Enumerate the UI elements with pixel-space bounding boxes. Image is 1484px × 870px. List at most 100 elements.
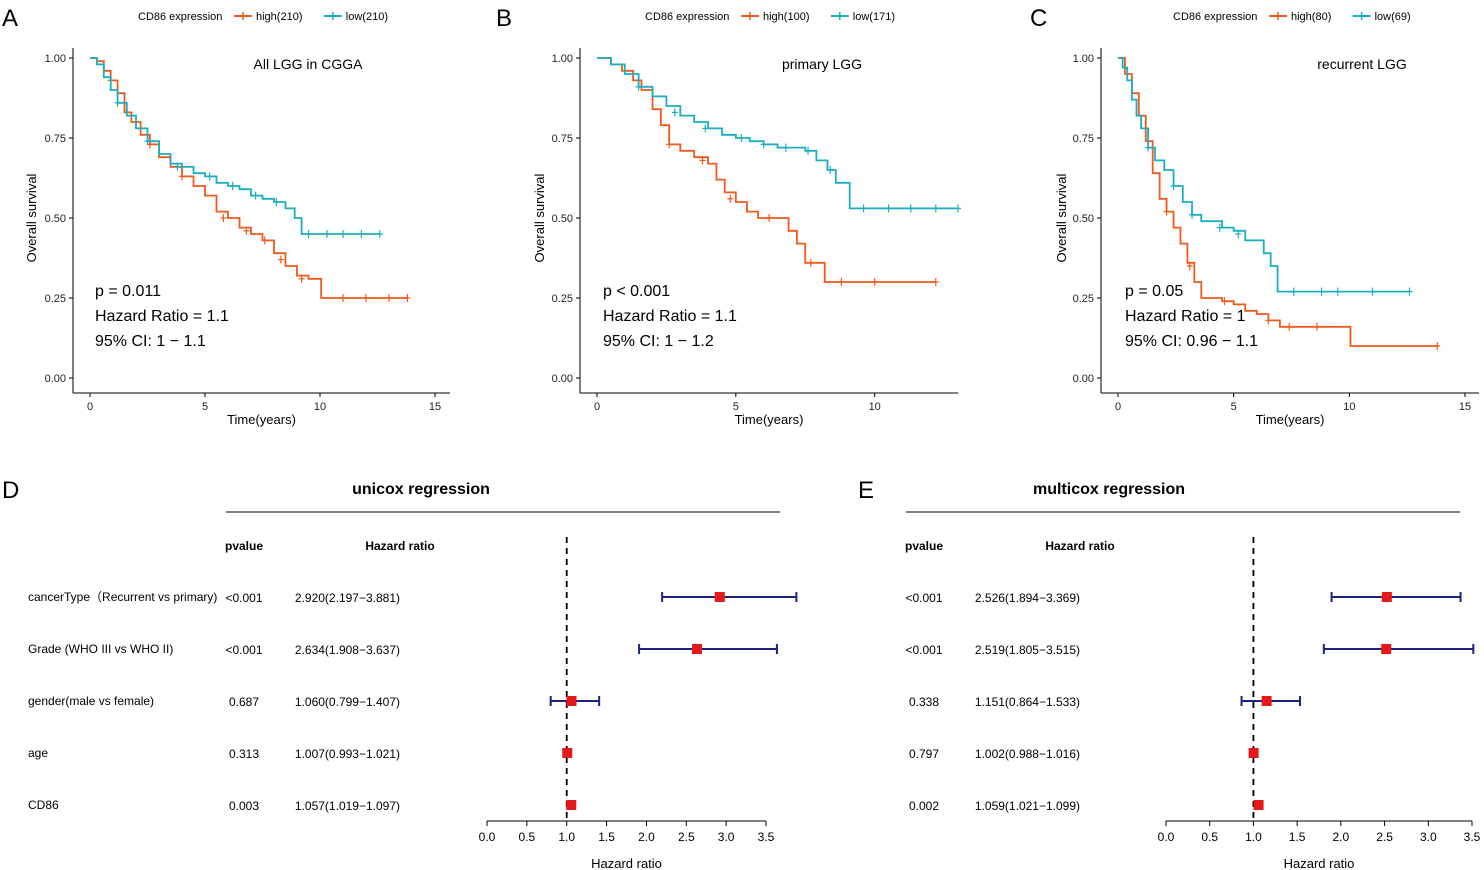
col-header-hazard-ratio: Hazard ratio: [1045, 539, 1114, 553]
forest-x-tick-label: 1.0: [1245, 830, 1262, 844]
stat-line-1: p = 0.011: [95, 283, 161, 300]
hr-point: [566, 696, 577, 706]
legend-label-high: high(210): [256, 11, 302, 23]
stat-line-3: 95% CI: 1 − 1.2: [603, 333, 714, 350]
forest-x-tick-label: 3.0: [1420, 830, 1437, 844]
y-tick-label: 1.00: [552, 53, 573, 65]
x-tick-label: 0: [87, 401, 93, 413]
hr-point: [714, 592, 725, 602]
forest-x-axis-label: Hazard ratio: [591, 856, 662, 870]
forest-x-tick-label: 2.5: [1376, 830, 1393, 844]
forest-title: multicox regression: [1033, 481, 1185, 498]
forest-x-tick-label: 2.0: [1333, 830, 1350, 844]
row-hazard-ratio: 2.526(1.894−3.369): [975, 591, 1080, 605]
forest-x-tick-label: 3.5: [1464, 830, 1481, 844]
y-tick-label: 0.75: [1073, 133, 1094, 145]
row-label: age: [28, 746, 48, 760]
legend-label-high: high(100): [763, 11, 809, 23]
row-label: gender(male vs female): [28, 694, 154, 708]
y-axis-label: Overall survival: [24, 173, 39, 262]
row-hazard-ratio: 2.519(1.805−3.515): [975, 643, 1080, 657]
forest-x-tick-label: 1.5: [598, 830, 615, 844]
panel-label-C: C: [1030, 5, 1047, 32]
x-tick-label: 0: [594, 401, 600, 413]
hr-point: [562, 748, 573, 758]
legend-title: CD86 expression: [1173, 11, 1257, 23]
plot-title: All LGG in CGGA: [254, 56, 364, 72]
legend-label-low: low(69): [1375, 11, 1411, 23]
plot-title: recurrent LGG: [1317, 56, 1406, 72]
stat-line-1: p < 0.001: [603, 283, 670, 300]
stat-line-2: Hazard Ratio = 1.1: [603, 308, 737, 325]
row-hazard-ratio: 1.057(1.019−1.097): [295, 799, 400, 813]
stat-line-3: 95% CI: 0.96 − 1.1: [1125, 333, 1258, 350]
panel-label-B: B: [496, 5, 512, 32]
forest-x-axis-label: Hazard ratio: [1284, 856, 1355, 870]
row-pvalue: <0.001: [225, 591, 262, 605]
panel-label-A: A: [2, 5, 18, 32]
row-pvalue: <0.001: [905, 643, 942, 657]
y-tick-label: 0.00: [1073, 373, 1094, 385]
forest-x-tick-label: 0.5: [1201, 830, 1218, 844]
panel-label-E: E: [858, 477, 874, 504]
row-pvalue: <0.001: [905, 591, 942, 605]
forest-x-tick-label: 1.0: [558, 830, 575, 844]
hr-point: [1253, 800, 1264, 810]
stat-line-3: 95% CI: 1 − 1.1: [95, 333, 206, 350]
row-pvalue: 0.687: [229, 695, 259, 709]
row-hazard-ratio: 1.059(1.021−1.099): [975, 799, 1080, 813]
row-hazard-ratio: 1.060(0.799−1.407): [295, 695, 400, 709]
km-curve-high: [597, 57, 936, 283]
forest-x-tick-label: 3.0: [718, 830, 735, 844]
km-curve-low: [90, 57, 380, 235]
y-tick-label: 0.50: [1073, 213, 1094, 225]
y-tick-label: 0.50: [45, 213, 66, 225]
stat-line-2: Hazard Ratio = 1: [1125, 308, 1246, 325]
row-hazard-ratio: 2.920(2.197−3.881): [295, 591, 400, 605]
stat-line-2: Hazard Ratio = 1.1: [95, 308, 229, 325]
legend-title: CD86 expression: [138, 11, 222, 23]
y-tick-label: 0.00: [552, 373, 573, 385]
hr-point: [1381, 592, 1392, 602]
forest-x-tick-label: 0.5: [519, 830, 536, 844]
col-header-hazard-ratio: Hazard ratio: [365, 539, 434, 553]
hr-point: [1261, 696, 1272, 706]
x-tick-label: 5: [202, 401, 208, 413]
y-tick-label: 0.75: [45, 133, 66, 145]
forest-x-tick-label: 2.5: [678, 830, 695, 844]
y-tick-label: 0.25: [552, 293, 573, 305]
row-label: CD86: [28, 798, 59, 812]
x-axis-label: Time(years): [735, 412, 804, 427]
forest-x-tick-label: 0.0: [479, 830, 496, 844]
y-axis-label: Overall survival: [1054, 173, 1069, 262]
col-header-pvalue: pvalue: [225, 539, 263, 553]
km-curve-low: [597, 57, 958, 210]
legend-label-low: low(171): [853, 11, 895, 23]
hr-point: [691, 644, 702, 654]
forest-x-tick-label: 1.5: [1289, 830, 1306, 844]
row-pvalue: 0.797: [909, 747, 939, 761]
y-tick-label: 0.25: [45, 293, 66, 305]
x-tick-label: 15: [1459, 401, 1471, 413]
forest-title: unicox regression: [352, 481, 490, 498]
x-tick-label: 5: [1231, 401, 1237, 413]
y-tick-label: 0.50: [552, 213, 573, 225]
plot-title: primary LGG: [782, 56, 862, 72]
legend-label-low: low(210): [346, 11, 388, 23]
y-tick-label: 1.00: [45, 53, 66, 65]
x-tick-label: 10: [314, 401, 326, 413]
y-tick-label: 1.00: [1073, 53, 1094, 65]
row-hazard-ratio: 1.151(0.864−1.533): [975, 695, 1080, 709]
x-axis-label: Time(years): [227, 412, 296, 427]
x-tick-label: 10: [869, 401, 881, 413]
stat-line-1: p = 0.05: [1125, 283, 1183, 300]
y-tick-label: 0.25: [1073, 293, 1094, 305]
legend-label-high: high(80): [1291, 11, 1331, 23]
x-tick-label: 15: [429, 401, 441, 413]
row-hazard-ratio: 1.007(0.993−1.021): [295, 747, 400, 761]
x-tick-label: 0: [1115, 401, 1121, 413]
hr-point: [1381, 644, 1392, 654]
x-axis-label: Time(years): [1256, 412, 1325, 427]
row-label: cancerType（Recurrent vs primary): [28, 590, 217, 604]
